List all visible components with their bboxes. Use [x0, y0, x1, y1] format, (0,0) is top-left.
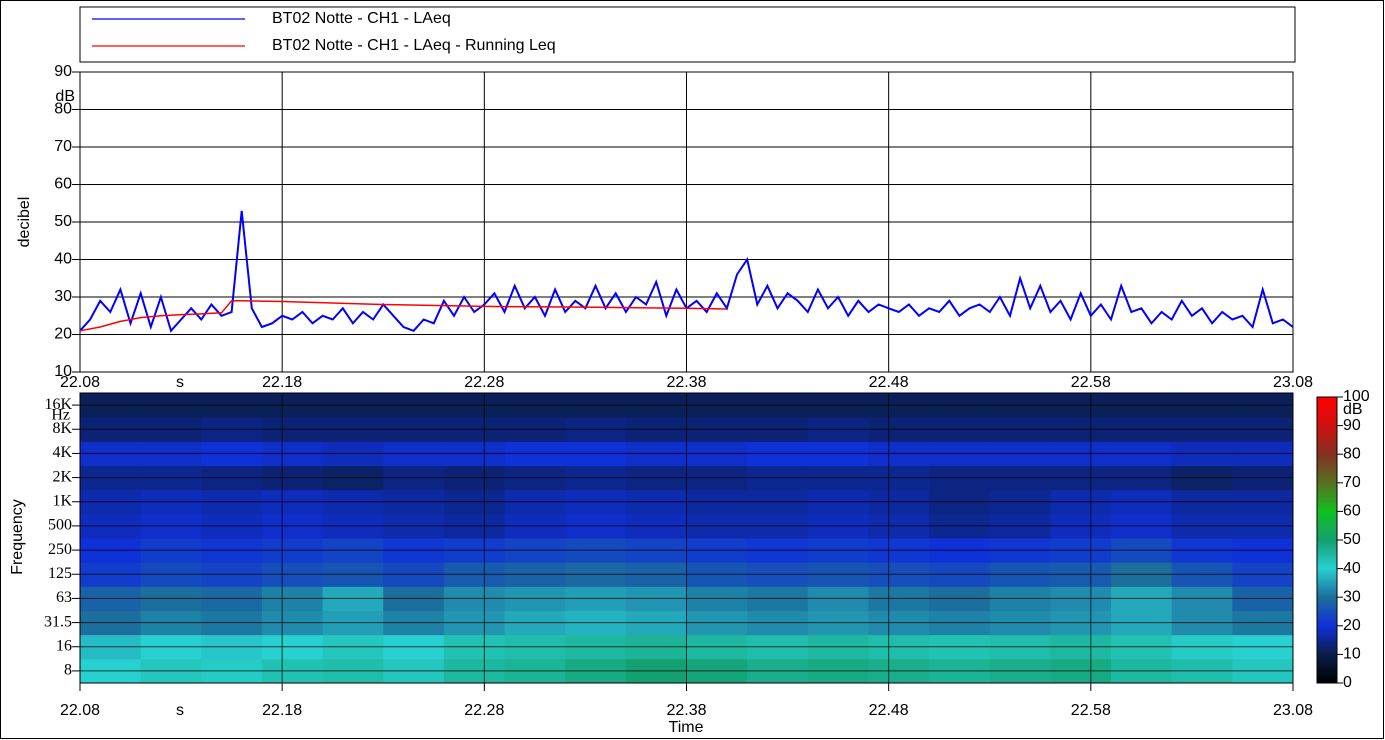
x-tick-label: 22.58 [1071, 702, 1111, 719]
y-axis-label: Frequency [9, 499, 26, 575]
legend-label: BT02 Notte - CH1 - LAeq [272, 10, 451, 27]
y-tick-label: 125 [48, 565, 72, 582]
x-axis-label: Time [669, 719, 704, 736]
y-tick-label: 4K [52, 444, 72, 461]
y-tick-label: 60 [54, 176, 72, 193]
data-line [79, 300, 727, 332]
y-tick-label: 40 [54, 251, 72, 268]
y-tick-label: 16 [56, 637, 72, 654]
x-tick-label: 22.08 [60, 374, 100, 391]
x-tick-label: 22.58 [1071, 374, 1111, 391]
colorbar-unit: dB [1343, 401, 1363, 418]
y-tick-label: 1K [52, 492, 72, 509]
x-tick-label: 23.08 [1273, 702, 1313, 719]
x-unit: s [176, 374, 184, 391]
y-tick-label: 70 [54, 138, 72, 155]
colorbar-label: 30 [1343, 588, 1361, 605]
colorbar-label: 60 [1343, 503, 1361, 520]
y-tick-label: 16K [44, 396, 72, 413]
y-tick-label: 8 [64, 662, 72, 679]
y-tick-label: 80 [54, 101, 72, 118]
x-tick-label: 22.48 [869, 374, 909, 391]
y-tick-label: 30 [54, 288, 72, 305]
y-unit: Hz [51, 407, 70, 424]
y-tick-label: 31.5 [44, 613, 72, 630]
y-tick-label: 20 [54, 326, 72, 343]
x-tick-label: 22.18 [262, 702, 302, 719]
x-tick-label: 22.28 [464, 702, 504, 719]
x-tick-label: 23.08 [1273, 374, 1313, 391]
y-tick-label: 10 [54, 363, 72, 380]
colorbar-label: 40 [1343, 560, 1361, 577]
colorbar-label: 0 [1343, 674, 1352, 691]
legend-label: BT02 Notte - CH1 - LAeq - Running Leq [272, 37, 556, 54]
x-tick-label: 22.38 [666, 374, 706, 391]
y-tick-label: 2K [52, 468, 72, 485]
y-unit: dB [55, 88, 75, 105]
colorbar-label: 10 [1343, 646, 1361, 663]
y-tick-label: 8K [52, 420, 72, 437]
x-tick-label: 22.48 [869, 702, 909, 719]
y-tick-label: 90 [54, 63, 72, 80]
x-unit: s [176, 702, 184, 719]
colorbar-label: 90 [1343, 417, 1361, 434]
y-axis-label: decibel [16, 197, 33, 248]
y-tick-label: 63 [56, 589, 72, 606]
x-tick-label: 22.28 [464, 374, 504, 391]
legend-box [79, 6, 1296, 63]
colorbar-label: 70 [1343, 474, 1361, 491]
colorbar-label: 100 [1343, 388, 1370, 405]
colorbar-label: 20 [1343, 617, 1361, 634]
x-tick-label: 22.38 [666, 702, 706, 719]
y-tick-label: 50 [54, 213, 72, 230]
colorbar-label: 50 [1343, 531, 1361, 548]
colorbar [1316, 396, 1338, 684]
x-tick-label: 22.18 [262, 374, 302, 391]
y-tick-label: 250 [48, 541, 72, 558]
y-tick-label: 500 [48, 517, 72, 534]
colorbar-label: 80 [1343, 445, 1361, 462]
x-tick-label: 22.08 [60, 702, 100, 719]
